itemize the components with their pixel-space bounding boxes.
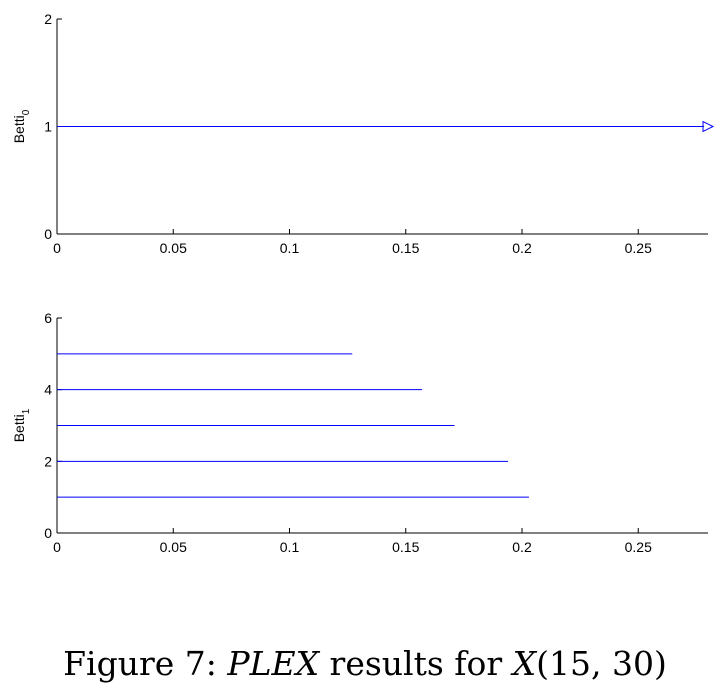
x-tick-label: 0.25 [625, 539, 652, 555]
x-tick-label: 0.15 [392, 539, 419, 555]
y-tick-label: 4 [44, 382, 52, 398]
caption-plex: PLEX [227, 644, 320, 683]
y-axis-label: Betti0 [11, 109, 32, 143]
y-axis-label-text: Betti [11, 115, 27, 143]
caption-x: X [512, 644, 537, 683]
y-tick-label: 6 [44, 310, 52, 326]
figure-caption: Figure 7: PLEX results for X(15, 30) [0, 644, 721, 683]
x-tick-label: 0.2 [512, 240, 532, 256]
y-tick-label: 2 [44, 453, 52, 469]
x-tick-label: 0.2 [512, 539, 532, 555]
caption-args: (15, 30) [536, 644, 667, 683]
y-tick-label: 0 [44, 525, 52, 541]
y-axis-label-subscript: 0 [21, 109, 32, 115]
y-axis-label-subscript: 1 [21, 408, 32, 414]
x-tick-label: 0.05 [160, 539, 187, 555]
y-tick-label: 1 [44, 119, 52, 135]
chart-panel-1: 0 0.05 0.1 0.15 0.2 0.25 0 2 4 6 Betti1 [11, 310, 708, 555]
x-tick-label: 0.1 [280, 240, 300, 256]
x-tick-label: 0 [53, 539, 61, 555]
y-axis-label: Betti1 [11, 408, 32, 442]
infinite-arrow-marker [702, 120, 715, 133]
caption-middle: results for [319, 644, 513, 683]
y-tick-label: 0 [44, 226, 52, 242]
x-tick-label: 0.05 [160, 240, 187, 256]
x-tick-label: 0 [53, 240, 61, 256]
y-axis-label-text: Betti [11, 414, 27, 442]
x-tick-label: 0.15 [392, 240, 419, 256]
x-tick-label: 0.1 [280, 539, 300, 555]
caption-prefix: Figure 7: [63, 644, 228, 683]
y-tick-label: 2 [44, 11, 52, 27]
x-tick-label: 0.25 [625, 240, 652, 256]
